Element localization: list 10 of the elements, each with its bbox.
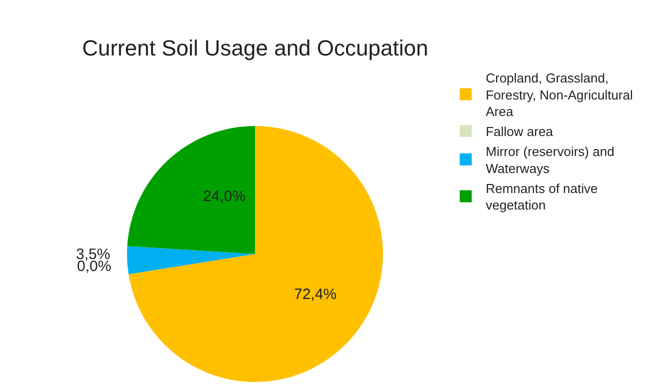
legend-label: Cropland, Grassland, Forestry, Non-Agricultural Area [486, 70, 633, 120]
legend-label: Fallow area [486, 124, 554, 140]
pie-slice [127, 126, 255, 254]
data-label: 24,0% [203, 188, 246, 205]
pie-slice [128, 126, 383, 382]
legend-label: Mirror (reservoirs) and Waterways [486, 144, 614, 176]
legend-label: Remnants of native vegetation [486, 180, 598, 213]
chart-title: Current Soil Usage and Occupation [82, 36, 428, 61]
data-label: 72,4% [294, 286, 337, 303]
pie-slice [127, 246, 255, 274]
